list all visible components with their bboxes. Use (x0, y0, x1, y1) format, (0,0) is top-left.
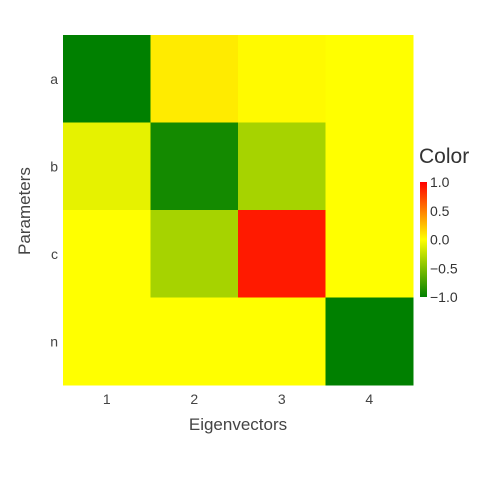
heatmap-cells (63, 35, 414, 386)
colorbar-tick-label: −1.0 (430, 289, 458, 305)
heatmap-cell-c-3 (238, 210, 326, 298)
heatmap-cell-b-2 (150, 122, 239, 211)
heatmap-cell-b-3 (238, 122, 326, 211)
y-tick-label: a (50, 71, 58, 87)
colorbar-ticks: 1.0 0.5 0.0 −0.5 −1.0 (430, 174, 458, 305)
x-tick-label: 3 (278, 391, 286, 407)
heatmap-cell-a-3 (238, 35, 326, 123)
heatmap-cell-a-4 (325, 35, 414, 123)
heatmap-cell-n-3 (238, 297, 326, 386)
y-axis-title: Parameters (15, 167, 34, 255)
colorbar-gradient (420, 182, 427, 297)
x-axis-title: Eigenvectors (189, 415, 287, 434)
heatmap-cell-n-1 (63, 297, 151, 386)
colorbar-title: Color (419, 145, 469, 168)
y-tick-label: n (50, 333, 58, 349)
heatmap-cell-b-1 (63, 122, 151, 211)
x-tick-label: 1 (103, 391, 111, 407)
heatmap-cell-n-2 (150, 297, 239, 386)
x-axis-ticks: 1 2 3 4 (103, 391, 374, 407)
heatmap-cell-b-4 (325, 122, 414, 211)
x-tick-label: 2 (190, 391, 198, 407)
colorbar: Color 1.0 0.5 0.0 −0.5 −1.0 (419, 145, 469, 305)
heatmap-cell-c-1 (63, 210, 151, 298)
heatmap-cell-c-4 (325, 210, 414, 298)
colorbar-tick-label: 0.5 (430, 203, 450, 219)
heatmap-cell-n-4 (325, 297, 414, 386)
x-tick-label: 4 (365, 391, 373, 407)
colorbar-tick-label: 0.0 (430, 232, 450, 248)
heatmap-cell-a-2 (150, 35, 239, 123)
y-tick-label: b (50, 158, 58, 174)
heatmap-cell-c-2 (150, 210, 239, 298)
colorbar-tick-label: 1.0 (430, 174, 450, 190)
y-axis-ticks: a b c n (50, 71, 58, 350)
heatmap-cell-a-1 (63, 35, 151, 123)
y-tick-label: c (51, 246, 58, 262)
colorbar-tick-label: −0.5 (430, 260, 458, 276)
